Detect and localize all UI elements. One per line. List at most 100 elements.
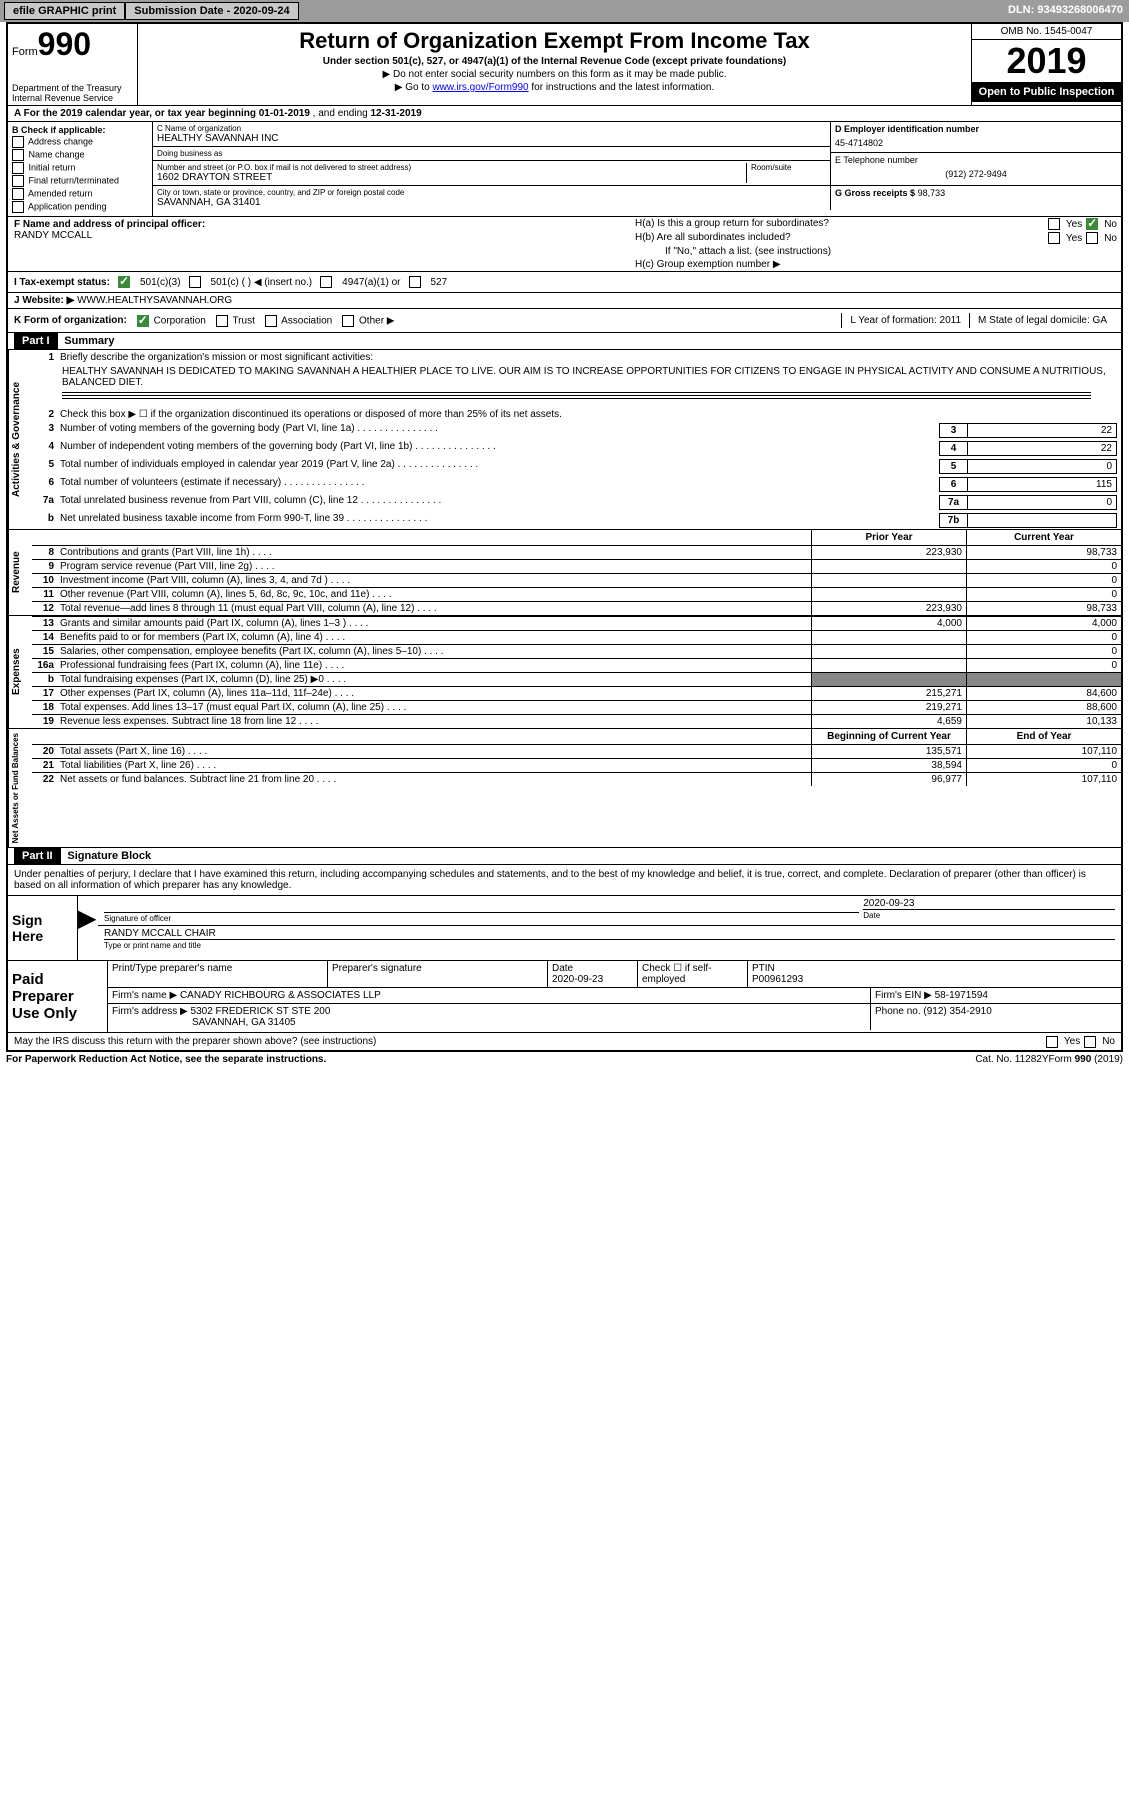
submission-date: Submission Date - 2020-09-24	[125, 2, 298, 20]
footer: For Paperwork Reduction Act Notice, see …	[0, 1052, 1129, 1067]
section-f: F Name and address of principal officer:…	[8, 217, 631, 271]
firm-ein-label: Firm's EIN ▶	[875, 990, 932, 1001]
gov-line: 7aTotal unrelated business revenue from …	[32, 493, 1121, 511]
other-label: Other ▶	[359, 315, 394, 326]
ha-yes-checkbox[interactable]	[1048, 218, 1060, 230]
year-end: 12-31-2019	[371, 108, 422, 119]
officer-printed-label: Type or print name and title	[104, 939, 1115, 950]
irs-link[interactable]: www.irs.gov/Form990	[432, 82, 528, 93]
b-opt-checkbox[interactable]	[12, 136, 24, 148]
efile-button[interactable]: efile GRAPHIC print	[4, 2, 125, 20]
ein-label: D Employer identification number	[835, 124, 1117, 134]
website-url: WWW.HEALTHYSAVANNAH.ORG	[77, 295, 232, 306]
goto-post: for instructions and the latest informat…	[529, 82, 715, 93]
firm-name-label: Firm's name ▶	[112, 990, 177, 1001]
dba-label: Doing business as	[157, 149, 826, 158]
form-title: Return of Organization Exempt From Incom…	[142, 28, 967, 54]
b-option: Amended return	[12, 188, 148, 200]
city-label: City or town, state or province, country…	[157, 188, 826, 197]
form-org-label: K Form of organization:	[14, 315, 127, 326]
b-opt-checkbox[interactable]	[12, 149, 24, 161]
sign-here-block: Sign Here ▶ Signature of officer 2020-09…	[8, 896, 1121, 961]
prep-name-label: Print/Type preparer's name	[108, 961, 328, 987]
hb-no-checkbox[interactable]	[1086, 232, 1098, 244]
527-checkbox[interactable]	[409, 276, 421, 288]
end-year-hdr: End of Year	[966, 729, 1121, 744]
discuss-no-checkbox[interactable]	[1084, 1036, 1096, 1048]
ptin-label: PTIN	[752, 963, 775, 974]
gov-line: 3Number of voting members of the governi…	[32, 421, 1121, 439]
inspection-label: Open to Public Inspection	[972, 82, 1121, 102]
assoc-checkbox[interactable]	[265, 315, 277, 327]
fin-line: 9Program service revenue (Part VIII, lin…	[32, 559, 1121, 573]
trust-checkbox[interactable]	[216, 315, 228, 327]
fin-line: 15Salaries, other compensation, employee…	[32, 644, 1121, 658]
hc-label: H(c) Group exemption number ▶	[635, 259, 1117, 270]
row-i: I Tax-exempt status: 501(c)(3) 501(c) ( …	[8, 271, 1121, 293]
goto-pre: ▶ Go to	[395, 82, 433, 93]
corp-label: Corporation	[154, 315, 206, 326]
4947-checkbox[interactable]	[320, 276, 332, 288]
ptin: P00961293	[752, 974, 803, 985]
form-number: 990	[38, 26, 91, 62]
501c3-checkbox[interactable]	[118, 276, 130, 288]
b-option: Initial return	[12, 162, 148, 174]
mission-text: HEALTHY SAVANNAH IS DEDICATED TO MAKING …	[32, 364, 1121, 390]
year-begin: 01-01-2019	[259, 108, 310, 119]
org-name-label: C Name of organization	[157, 124, 826, 133]
tax-status-label: I Tax-exempt status:	[14, 277, 110, 288]
firm-addr-label: Firm's address ▶	[112, 1006, 188, 1017]
fin-line: 20Total assets (Part X, line 16) . . . .…	[32, 744, 1121, 758]
gov-line: 5Total number of individuals employed in…	[32, 457, 1121, 475]
paid-prep-label: Paid Preparer Use Only	[8, 961, 108, 1032]
sign-here-label: Sign Here	[8, 896, 78, 960]
ha-label: H(a) Is this a group return for subordin…	[635, 218, 1048, 230]
other-checkbox[interactable]	[342, 315, 354, 327]
line1-label: Briefly describe the organization's miss…	[60, 352, 1117, 363]
addr-label: Number and street (or P.O. box if mail i…	[157, 163, 746, 172]
omb-number: OMB No. 1545-0047	[972, 24, 1121, 40]
footer-mid: Cat. No. 11282Y	[975, 1054, 1048, 1065]
part2-header: Part II Signature Block	[8, 848, 1121, 865]
b-opt-checkbox[interactable]	[12, 201, 24, 213]
hb-yes-checkbox[interactable]	[1048, 232, 1060, 244]
phone-label: Phone no.	[875, 1006, 921, 1017]
b-opt-checkbox[interactable]	[12, 188, 24, 200]
row-k: K Form of organization: Corporation Trus…	[8, 309, 1121, 333]
tel: (912) 272-9494	[835, 165, 1117, 183]
addr: 1602 DRAYTON STREET	[157, 172, 746, 183]
fin-line: 19Revenue less expenses. Subtract line 1…	[32, 714, 1121, 728]
footer-left: For Paperwork Reduction Act Notice, see …	[6, 1054, 975, 1065]
section-h: H(a) Is this a group return for subordin…	[631, 217, 1121, 271]
part2-badge: Part II	[14, 848, 61, 864]
ha-no-checkbox[interactable]	[1086, 218, 1098, 230]
state-domicile: M State of legal domicile: GA	[969, 313, 1115, 328]
prep-date: 2020-09-23	[552, 974, 603, 985]
firm-addr1: 5302 FREDERICK ST STE 200	[191, 1006, 331, 1017]
self-emp-label: Check ☐ if self-employed	[638, 961, 748, 987]
col-b: B Check if applicable: Address change Na…	[8, 122, 153, 216]
footer-right-b: 990	[1075, 1054, 1092, 1065]
right-cell: OMB No. 1545-0047 2019 Open to Public In…	[971, 24, 1121, 105]
501c-checkbox[interactable]	[189, 276, 201, 288]
date-label: Date	[863, 909, 1115, 920]
b-opt-checkbox[interactable]	[12, 175, 24, 187]
sig-date: 2020-09-23	[863, 898, 1115, 909]
part1-header: Part I Summary	[8, 333, 1121, 350]
sign-arrow-icon: ▶	[78, 896, 98, 960]
corp-checkbox[interactable]	[137, 315, 149, 327]
discuss-row: May the IRS discuss this return with the…	[8, 1033, 1121, 1050]
fin-line: 17Other expenses (Part IX, column (A), l…	[32, 686, 1121, 700]
line2-label: Check this box ▶ ☐ if the organization d…	[60, 409, 1117, 420]
discuss-yes-checkbox[interactable]	[1046, 1036, 1058, 1048]
gross: 98,733	[918, 188, 946, 198]
fin-line: 21Total liabilities (Part X, line 26) . …	[32, 758, 1121, 772]
b-option: Address change	[12, 136, 148, 148]
prior-year-hdr: Prior Year	[811, 530, 966, 545]
gov-line: bNet unrelated business taxable income f…	[32, 511, 1121, 529]
website-label: J Website: ▶	[14, 295, 74, 306]
discuss-label: May the IRS discuss this return with the…	[14, 1035, 965, 1048]
b-opt-checkbox[interactable]	[12, 162, 24, 174]
declaration: Under penalties of perjury, I declare th…	[8, 865, 1121, 896]
title-cell: Return of Organization Exempt From Incom…	[138, 24, 971, 105]
